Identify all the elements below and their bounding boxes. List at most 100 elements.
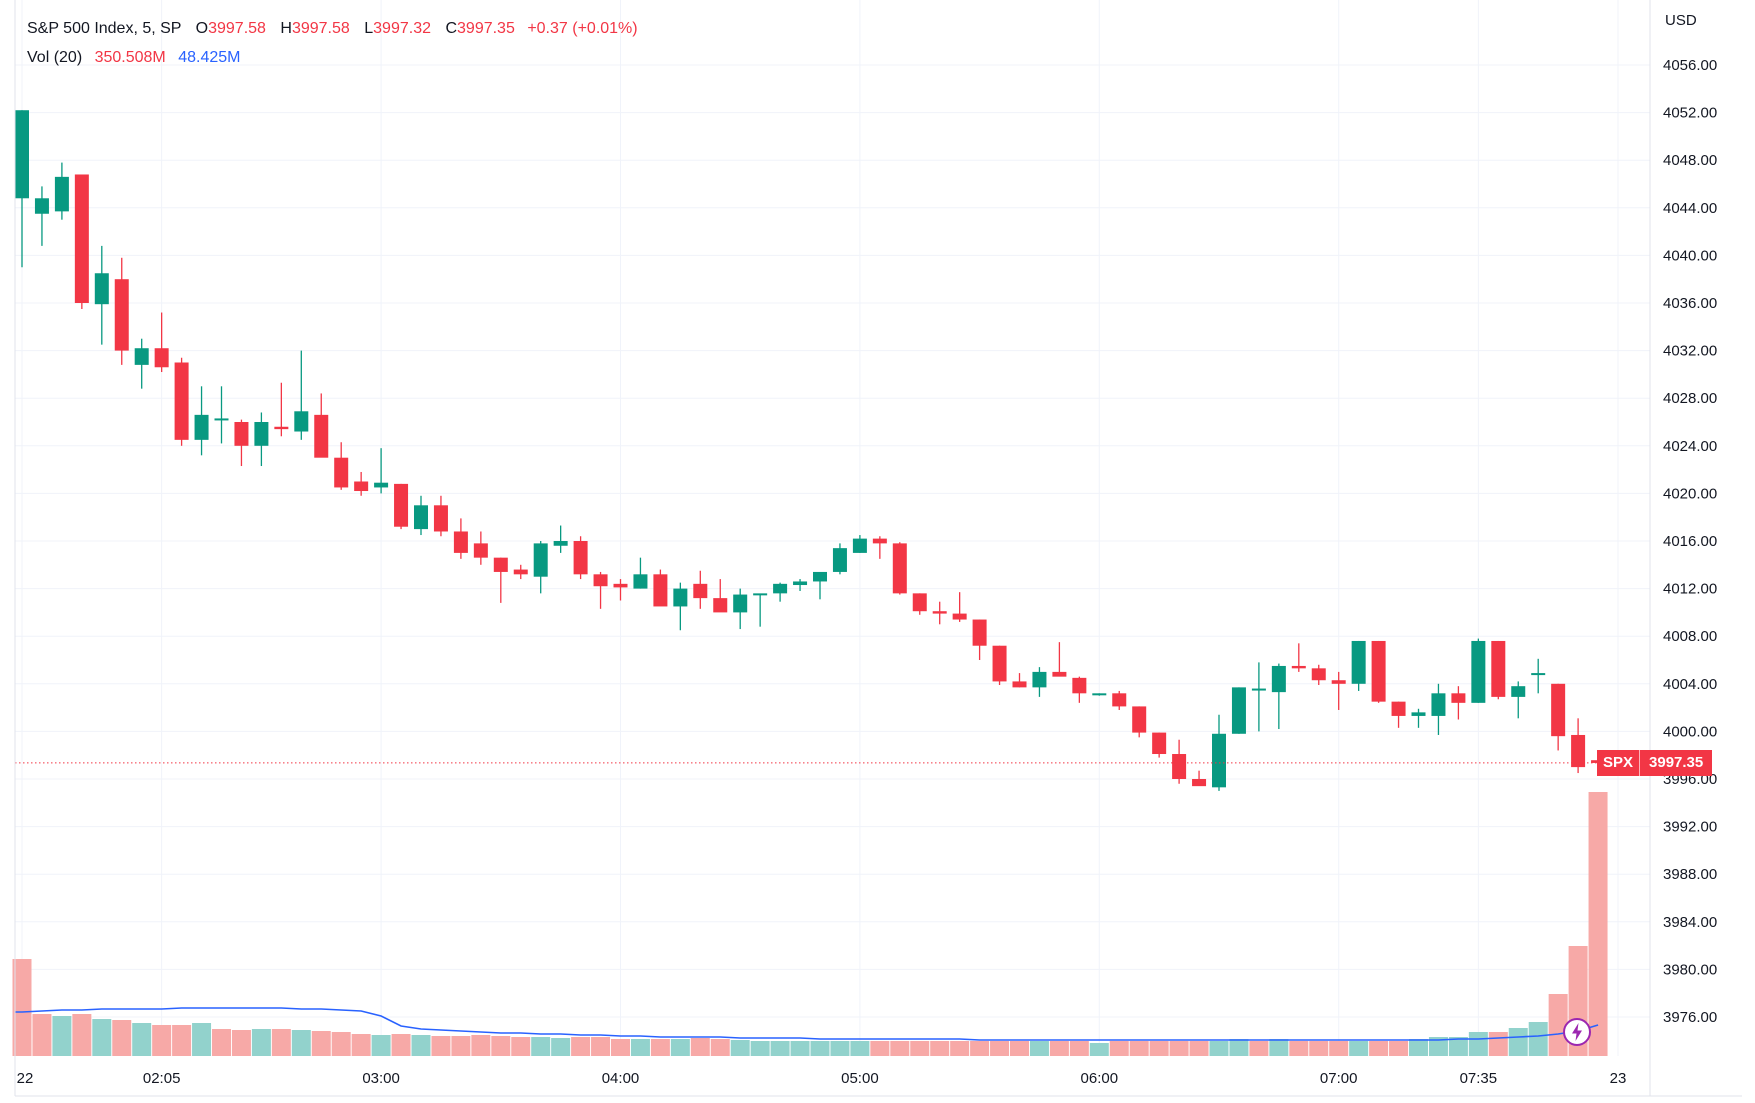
volume-bar bbox=[451, 1036, 471, 1056]
candle bbox=[713, 579, 728, 613]
price-axis[interactable]: 4056.00 4052.00 4048.00 4044.00 4040.00 4036.… bbox=[1663, 57, 1717, 1026]
volume-bar bbox=[1149, 1041, 1169, 1056]
volume-bar bbox=[311, 1031, 331, 1056]
symbol-title[interactable]: S&P 500 Index, 5, SP bbox=[27, 20, 182, 37]
volume-bar bbox=[1069, 1041, 1089, 1056]
candle-body bbox=[972, 619, 987, 646]
volume-bar bbox=[1548, 994, 1568, 1056]
candle bbox=[174, 357, 189, 446]
price-tick-label: 4048.00 bbox=[1663, 152, 1717, 169]
candle-body bbox=[892, 543, 907, 594]
lightning-bolt-icon[interactable] bbox=[1562, 1017, 1592, 1047]
candle-body bbox=[1251, 688, 1266, 691]
volume-bar bbox=[1029, 1041, 1049, 1056]
volume-bar bbox=[291, 1030, 311, 1056]
volume-bar bbox=[52, 1016, 72, 1056]
candle bbox=[1471, 638, 1486, 703]
volume-bar bbox=[1488, 1032, 1508, 1056]
volume-bar bbox=[1049, 1041, 1069, 1056]
volume-bar bbox=[970, 1041, 990, 1056]
candle-body bbox=[473, 543, 488, 558]
last-price-tag: SPX 3997.35 bbox=[1597, 749, 1713, 776]
volume-indicator-label[interactable]: Vol (20) bbox=[27, 49, 83, 66]
price-tick-label: 4008.00 bbox=[1663, 628, 1717, 645]
volume-bar bbox=[1209, 1041, 1229, 1056]
candle-body bbox=[653, 574, 668, 607]
candle bbox=[15, 110, 29, 268]
volume-bar bbox=[1389, 1041, 1409, 1056]
candle bbox=[1371, 640, 1386, 703]
candle bbox=[394, 483, 409, 530]
volume-bar bbox=[1169, 1041, 1189, 1056]
price-tick-label: 4020.00 bbox=[1663, 485, 1717, 502]
chart-legend: S&P 500 Index, 5, SP O3997.58 H3997.58 L… bbox=[27, 14, 638, 72]
candle bbox=[673, 582, 688, 631]
volume-bar bbox=[890, 1041, 910, 1056]
volume-ma-polyline bbox=[15, 1007, 1599, 1041]
candle-body bbox=[713, 598, 728, 613]
volume-bar bbox=[750, 1041, 770, 1056]
time-tick-label: 02:05 bbox=[143, 1070, 181, 1087]
open-label: O bbox=[195, 20, 209, 37]
candle-body bbox=[254, 422, 269, 446]
volume-bar bbox=[730, 1040, 750, 1056]
price-tick-label: 3992.00 bbox=[1663, 819, 1717, 836]
volume-bar bbox=[1468, 1032, 1488, 1056]
candle bbox=[553, 525, 568, 553]
candle-body bbox=[872, 538, 887, 544]
price-tick-label: 4000.00 bbox=[1663, 723, 1717, 740]
currency-label[interactable]: USD bbox=[1665, 12, 1697, 29]
candle-body bbox=[414, 505, 428, 530]
volume-bar bbox=[910, 1041, 930, 1056]
volume-bars bbox=[12, 792, 1608, 1056]
candle-body bbox=[74, 174, 89, 303]
candle-body bbox=[1511, 686, 1526, 697]
volume-bar bbox=[1089, 1043, 1109, 1056]
volume-bar bbox=[212, 1029, 231, 1056]
candle-body bbox=[15, 110, 29, 199]
change-value: +0.37 (+0.01%) bbox=[527, 20, 638, 37]
candle-body bbox=[1531, 673, 1546, 676]
price-tick-label: 4036.00 bbox=[1663, 295, 1717, 312]
volume-bar bbox=[1109, 1041, 1129, 1056]
candle bbox=[653, 569, 668, 607]
volume-bar bbox=[810, 1041, 830, 1056]
candle bbox=[74, 174, 89, 309]
candle bbox=[1351, 640, 1366, 691]
price-tick-label: 4024.00 bbox=[1663, 438, 1717, 455]
volume-bar bbox=[1309, 1041, 1329, 1056]
volume-bar bbox=[1369, 1041, 1389, 1056]
candle-body bbox=[593, 574, 608, 587]
ohlc-legend-row: S&P 500 Index, 5, SP O3997.58 H3997.58 L… bbox=[27, 14, 638, 43]
candle bbox=[1112, 690, 1127, 710]
candle-body bbox=[34, 198, 49, 214]
price-tick-label: 4028.00 bbox=[1663, 390, 1717, 407]
candle bbox=[214, 386, 229, 444]
candle bbox=[1431, 683, 1446, 735]
volume-bar bbox=[251, 1029, 271, 1056]
volume-bar bbox=[152, 1025, 172, 1056]
price-tick-label: 3980.00 bbox=[1663, 961, 1717, 978]
candle bbox=[354, 471, 369, 496]
candle-body bbox=[194, 414, 209, 440]
candle-body bbox=[1072, 677, 1087, 694]
candle-body bbox=[114, 279, 129, 351]
candle bbox=[414, 495, 428, 536]
volume-bar bbox=[471, 1035, 491, 1056]
time-tick-label: 23 bbox=[1610, 1070, 1627, 1087]
volume-bar bbox=[551, 1038, 571, 1056]
candle-body bbox=[773, 583, 788, 594]
candle-body bbox=[1471, 640, 1486, 703]
volume-bar bbox=[1428, 1037, 1448, 1056]
candle bbox=[513, 564, 528, 580]
candle bbox=[433, 495, 448, 537]
candle-body bbox=[54, 176, 69, 212]
volume-bar bbox=[351, 1034, 371, 1056]
candle-body bbox=[374, 482, 389, 488]
candle-body bbox=[134, 348, 149, 365]
time-axis[interactable]: 22 02:05 03:00 04:00 05:00 06:00 07:00 07:35 23 bbox=[17, 1070, 1627, 1087]
candle bbox=[194, 386, 209, 456]
candle bbox=[892, 542, 907, 595]
candle-body bbox=[1351, 640, 1366, 684]
